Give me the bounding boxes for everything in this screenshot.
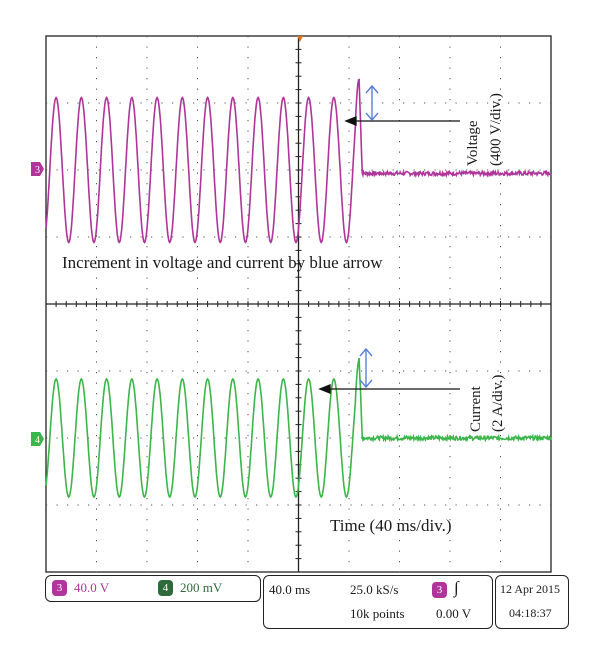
acquisition-panel: 40.0 ms 25.0 kS/s 10k points 3 ∫ 0.00 V — [263, 575, 493, 629]
increment-note: Increment in voltage and current by blue… — [62, 253, 383, 272]
time: 04:18:37 — [509, 606, 552, 620]
oscilloscope-screen: 3 4 Voltage (400 V/div.) Current (2 A/di… — [31, 35, 552, 573]
trigger-position-marker — [297, 36, 303, 42]
current-increment-arrow — [359, 347, 373, 389]
ch3-marker: 3 — [31, 162, 44, 176]
voltage-label: Voltage — [465, 120, 481, 166]
channel-scale-panel: 3 40.0 V 4 200 mV — [45, 575, 261, 602]
ch4-marker: 4 — [31, 432, 44, 446]
voltage-trace — [45, 78, 552, 244]
current-pointer-arrow — [318, 384, 460, 394]
ch4-scale: 200 mV — [180, 580, 223, 595]
voltage-pointer-arrow — [344, 116, 460, 126]
current-label: Current — [468, 385, 484, 432]
ch3-scale: 40.0 V — [74, 580, 110, 595]
time-note: Time (40 ms/div.) — [330, 516, 452, 535]
ch4-badge: 4 — [158, 580, 173, 596]
trigger-source-badge: 3 — [432, 582, 447, 598]
voltage-scale-label: (400 V/div.) — [488, 93, 504, 166]
ch4-marker-label: 4 — [35, 435, 40, 446]
voltage-increment-arrow — [365, 84, 379, 122]
timebase: 40.0 ms — [269, 582, 311, 597]
ch3-marker-label: 3 — [35, 165, 40, 176]
sample-rate: 25.0 kS/s — [350, 582, 399, 597]
current-scale-label: (2 A/div.) — [490, 375, 506, 432]
trigger-slope-icon: ∫ — [454, 578, 459, 597]
record-length: 10k points — [350, 606, 405, 621]
datetime-panel: 12 Apr 2015 04:18:37 — [495, 575, 569, 629]
trigger-level: 0.00 V — [436, 606, 472, 621]
ch3-badge: 3 — [52, 580, 67, 596]
date: 12 Apr 2015 — [500, 582, 560, 596]
current-trace — [45, 358, 552, 499]
graticule-axes — [45, 35, 552, 573]
